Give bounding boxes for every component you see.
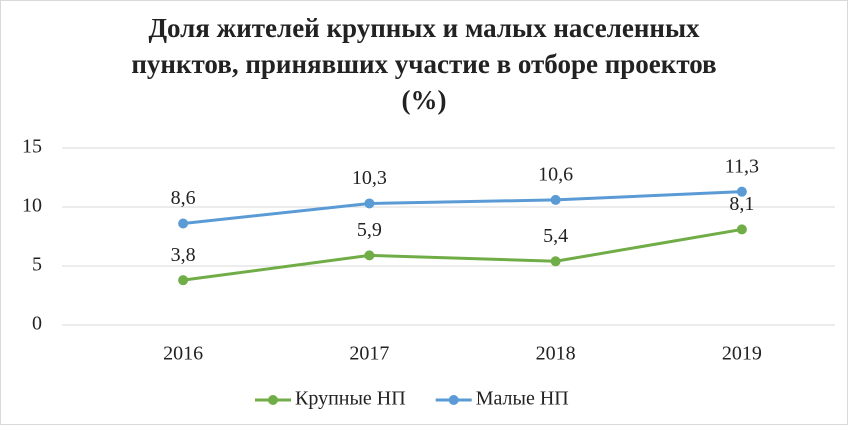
data-label: 8,6: [171, 187, 196, 209]
x-tick-label: 2019: [722, 343, 762, 365]
data-label: 8,1: [729, 193, 754, 215]
chart-title: Доля жителей крупных и малых населенных …: [131, 13, 717, 115]
data-point: [736, 186, 747, 197]
data-label: 5,9: [357, 219, 382, 241]
data-point: [550, 256, 561, 267]
series-line: [182, 227, 743, 282]
legend-marker: [268, 395, 278, 405]
x-tick-label: 2016: [163, 343, 203, 365]
data-point: [364, 250, 375, 261]
y-tick-label: 0: [32, 313, 42, 335]
data-point: [550, 194, 561, 205]
x-tick-label: 2017: [349, 343, 389, 365]
data-label: 10,6: [538, 164, 573, 186]
data-point: [364, 198, 375, 209]
y-tick-label: 15: [22, 136, 42, 158]
legend-label: Малые НП: [476, 388, 569, 410]
data-point: [178, 218, 189, 229]
legend-label: Крупные НП: [295, 388, 406, 410]
data-label: 3,8: [171, 244, 196, 266]
y-tick-label: 5: [32, 254, 42, 276]
y-tick-label: 10: [22, 195, 42, 217]
legend-marker: [448, 395, 459, 405]
data-label: 5,4: [543, 225, 568, 247]
series-line: [182, 190, 742, 226]
data-point: [736, 224, 747, 235]
data-label: 10,3: [352, 167, 387, 189]
x-tick-label: 2018: [536, 343, 576, 365]
data-label: 11,3: [725, 155, 759, 177]
data-point: [178, 275, 189, 286]
